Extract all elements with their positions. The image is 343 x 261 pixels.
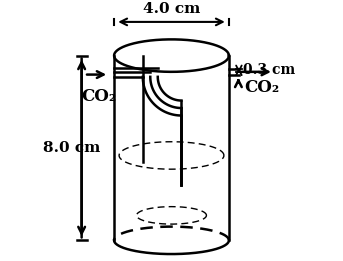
Text: 0.3 cm: 0.3 cm bbox=[243, 63, 295, 77]
Text: CO₂: CO₂ bbox=[82, 88, 117, 105]
Text: CO₂: CO₂ bbox=[244, 79, 279, 96]
Text: 4.0 cm: 4.0 cm bbox=[143, 2, 200, 16]
Text: 8.0 cm: 8.0 cm bbox=[43, 141, 100, 155]
